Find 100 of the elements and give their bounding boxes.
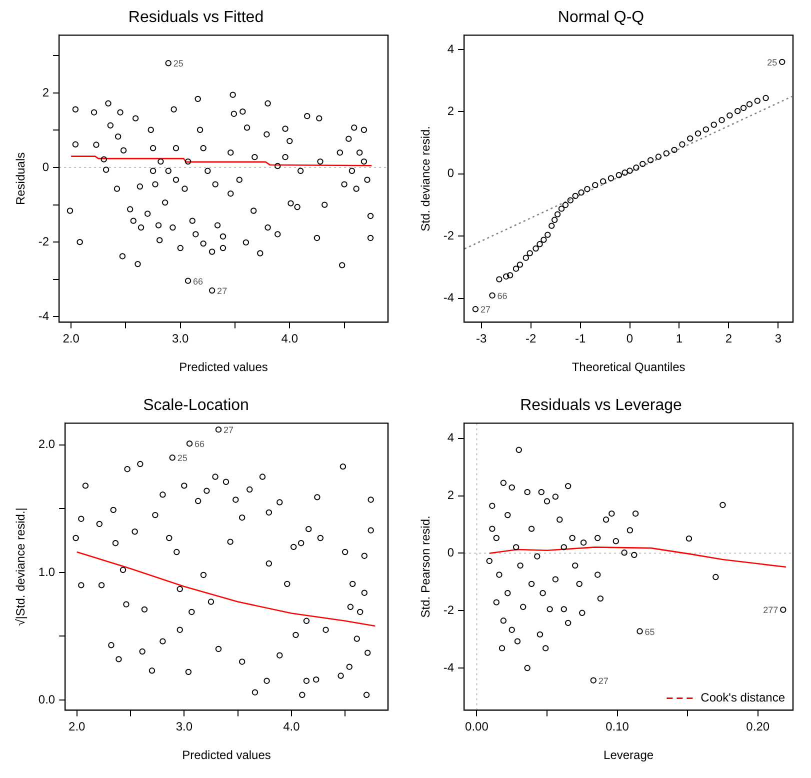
annotation: 66 (497, 290, 508, 301)
annotation: 27 (223, 425, 234, 436)
x-tick-label: 3.0 (176, 720, 193, 734)
x-axis-title: Predicted values (179, 360, 268, 374)
point (718, 116, 725, 124)
point (655, 154, 662, 160)
point (493, 534, 500, 542)
point (508, 626, 515, 633)
point (740, 104, 747, 112)
point (734, 108, 741, 114)
point (560, 606, 567, 612)
y-tick-label: 0 (447, 546, 454, 560)
point (579, 610, 586, 616)
point (552, 576, 559, 582)
annotation: 66 (193, 276, 204, 286)
chart-title: Residuals vs Leverage (520, 397, 682, 414)
point (489, 292, 496, 299)
point (632, 510, 639, 517)
x-tick-label: -2 (526, 332, 537, 346)
x-axis-title: Theoretical Quantiles (572, 360, 686, 374)
point (580, 539, 587, 546)
x-tick-label: 3.0 (172, 332, 190, 346)
point (687, 135, 694, 142)
point (569, 534, 576, 542)
annotation: 25 (767, 57, 778, 68)
x-tick-label: 4.0 (281, 332, 298, 346)
x-tick-label: 1 (676, 332, 683, 346)
point (636, 628, 643, 634)
y-axis-title: Std. Pearson resid. (418, 516, 433, 618)
point (567, 197, 574, 204)
point (512, 544, 520, 550)
annotation: 65 (644, 626, 655, 637)
y-tick-label: 2 (42, 85, 50, 100)
point (542, 645, 549, 652)
point (528, 580, 535, 588)
chart-title: Residuals vs Fitted (128, 9, 264, 26)
point (594, 534, 601, 542)
point (534, 553, 540, 560)
point (686, 535, 692, 542)
point (532, 245, 539, 252)
point (516, 446, 522, 453)
x-tick-label: 2.0 (62, 332, 80, 346)
point (562, 202, 569, 208)
annotation: 277 (763, 605, 778, 616)
point (578, 189, 584, 196)
point (780, 606, 786, 613)
point (626, 527, 634, 534)
point (504, 590, 511, 596)
point (551, 216, 558, 223)
point (558, 206, 565, 212)
point (506, 272, 514, 278)
point (640, 160, 646, 168)
y-tick-label: -4 (38, 308, 50, 323)
y-tick-label: -4 (443, 660, 454, 674)
point (556, 516, 563, 523)
y-tick-label: -2 (443, 228, 454, 242)
point (496, 276, 502, 282)
point (516, 262, 524, 268)
annotation: 66 (194, 439, 205, 450)
point (512, 266, 520, 272)
point (560, 544, 567, 550)
x-axis-title: Leverage (604, 748, 654, 762)
chart-title: Scale-Location (143, 397, 249, 414)
x-tick-label: -1 (574, 332, 586, 346)
point (552, 494, 559, 500)
point (517, 562, 524, 569)
annotation: 27 (598, 676, 608, 686)
chart-title: Normal Q-Q (558, 9, 644, 26)
y-tick-label: 2 (447, 104, 454, 118)
y-axis-title: Residuals (14, 152, 28, 206)
x-tick-label: 0.10 (606, 720, 630, 734)
point (779, 58, 786, 66)
y-tick-label: 4 (447, 430, 454, 445)
point (524, 488, 530, 496)
point (626, 168, 633, 174)
point (508, 484, 515, 491)
x-tick-label: -3 (476, 332, 488, 346)
point (554, 211, 561, 218)
y-tick-label: -4 (443, 290, 454, 305)
point (720, 502, 726, 508)
point (694, 130, 702, 137)
point (536, 631, 544, 638)
point (647, 157, 654, 164)
point (679, 141, 686, 148)
point (633, 164, 640, 171)
point (489, 502, 496, 509)
point (594, 572, 601, 578)
point (600, 178, 606, 184)
point (500, 618, 507, 624)
x-axis-title: Predicted values (182, 748, 271, 762)
point (548, 222, 555, 229)
point (522, 254, 529, 261)
y-tick-label: 4 (447, 42, 454, 56)
y-tick-label: 0.0 (38, 692, 56, 706)
point (486, 558, 492, 564)
point (572, 562, 578, 569)
point (762, 94, 769, 102)
y-tick-label: 0 (447, 166, 454, 180)
y-tick-label: -2 (443, 602, 454, 617)
y-axis-title: Std. deviance resid. (418, 126, 433, 232)
